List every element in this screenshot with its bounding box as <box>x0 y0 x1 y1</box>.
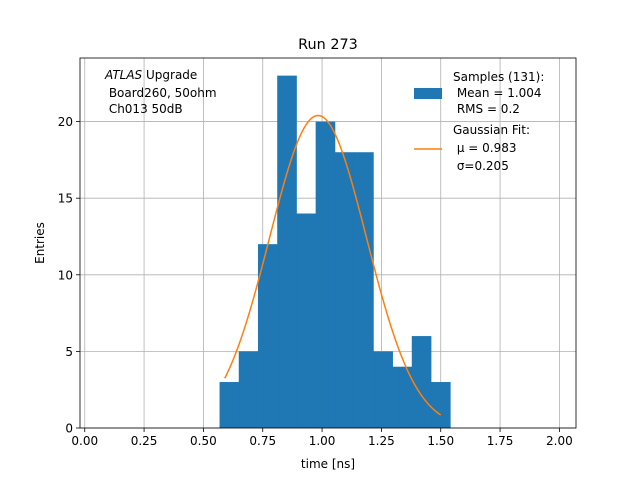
legend-fit-sigma: σ=0.205 <box>453 159 509 173</box>
plot-frame <box>79 57 577 429</box>
histogram-bar-8 <box>373 351 393 428</box>
atlas-annotation: ATLAS Upgrade Board260, 50ohm Ch013 50dB <box>104 68 217 116</box>
x-axis-ticks: 0.00 0.25 0.50 0.75 1.00 1.25 1.50 1.75 2.00 <box>71 428 573 448</box>
histogram-bar-11 <box>430 382 451 428</box>
histogram-bar-4 <box>296 213 317 428</box>
y-axis-label: Entries <box>33 222 47 264</box>
x-tick-label-6: 1.50 <box>427 434 454 448</box>
histogram-bars <box>219 75 451 428</box>
x-tick-label-8: 2.00 <box>546 434 573 448</box>
histogram-bar-3 <box>277 75 297 428</box>
x-tick-label-1: 0.25 <box>131 434 158 448</box>
annotation-channel: Ch013 50dB <box>105 102 183 116</box>
histogram-bar-0 <box>219 382 240 428</box>
annotation-atlas: ATLAS <box>104 68 143 82</box>
annotation-upgrade: Upgrade <box>142 68 197 82</box>
legend-samples-title: Samples (131): <box>453 70 544 84</box>
legend: Samples (131): Mean = 1.004 RMS = 0.2 Ga… <box>414 70 544 173</box>
y-tick-label-4: 20 <box>58 115 73 129</box>
x-tick-label-0: 0.00 <box>71 434 98 448</box>
x-axis-label: time [ns] <box>301 457 355 471</box>
histogram-bar-9 <box>392 366 413 428</box>
legend-samples-rms: RMS = 0.2 <box>453 102 520 116</box>
svg-text:ATLAS Upgrade: ATLAS Upgrade <box>104 68 197 82</box>
y-tick-label-1: 5 <box>65 345 73 359</box>
histogram-bar-1 <box>238 351 259 428</box>
x-tick-label-3: 0.75 <box>249 434 276 448</box>
histogram-bar-5 <box>315 121 336 428</box>
legend-fit-title: Gaussian Fit: <box>453 123 530 137</box>
histogram-bar-10 <box>411 336 432 428</box>
legend-fit-mu: μ = 0.983 <box>453 141 517 155</box>
histogram-bar-7 <box>354 152 374 428</box>
legend-samples-mean: Mean = 1.004 <box>453 86 542 100</box>
histogram-bar-2 <box>257 244 278 428</box>
x-tick-label-2: 0.50 <box>190 434 217 448</box>
chart-title: Run 273 <box>298 37 358 53</box>
y-tick-label-0: 0 <box>65 422 73 436</box>
y-tick-label-3: 15 <box>58 192 73 206</box>
y-axis-ticks: 0 5 10 15 20 <box>58 115 80 436</box>
y-tick-label-2: 10 <box>58 268 73 282</box>
annotation-board: Board260, 50ohm <box>105 86 217 100</box>
x-tick-label-5: 1.25 <box>368 434 395 448</box>
histogram-bar-6 <box>334 152 355 428</box>
x-tick-label-7: 1.75 <box>487 434 514 448</box>
x-tick-label-4: 1.00 <box>309 434 336 448</box>
legend-samples-patch <box>414 88 442 99</box>
gaussian-fit-line <box>224 114 442 416</box>
